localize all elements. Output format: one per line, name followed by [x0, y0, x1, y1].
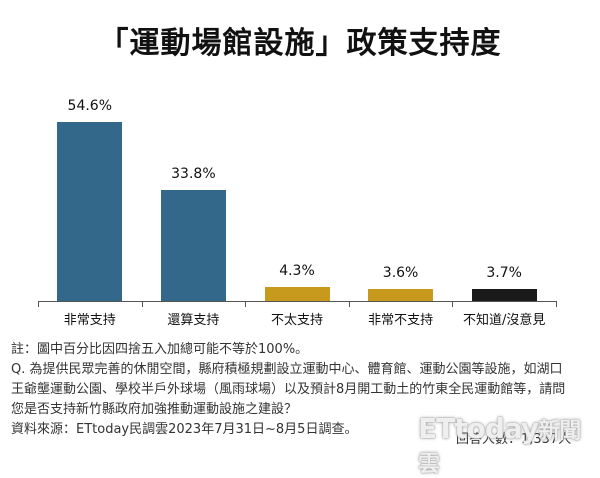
x-axis-tick [245, 301, 247, 307]
bar [57, 122, 123, 301]
x-axis-tick [452, 301, 454, 307]
bar-value-label: 54.6% [67, 98, 113, 114]
category-label: 不太支持 [270, 313, 323, 328]
rounding-note: 註：圖中百分比因四捨五入加總可能不等於100%。 [11, 342, 309, 357]
x-axis [38, 301, 556, 302]
bar [160, 190, 226, 301]
source-note: 資料來源：ETtoday民調雲2023年7月31日~8月5日調查。 [11, 422, 358, 437]
bar [368, 289, 434, 301]
x-axis-tick [556, 301, 557, 307]
question-line-2: 王爺壟運動公園、學校半戶外球場（風雨球場）以及預計8月開工動土的竹東全民運動館等… [11, 382, 566, 397]
chart-notes: 註：圖中百分比因四捨五入加總可能不等於100%。 Q. 為提供民眾完善的休閒空間… [11, 340, 600, 440]
category-label: 非常支持 [63, 313, 116, 328]
bar [264, 286, 330, 301]
bar-value-label: 3.6% [382, 265, 419, 282]
question-line-1: Q. 為提供民眾完善的休閒空間，縣府積極規劃設立運動中心、體育館、運動公園等設施… [11, 362, 563, 377]
x-axis-tick [141, 301, 143, 307]
category-label: 還算支持 [167, 313, 220, 328]
ettoday-watermark: ETtoday新聞雲 [418, 412, 600, 478]
watermark-brand: ETtoday [418, 412, 539, 445]
question-line-3: 您是否支持新竹縣政府加強推動運動設施之建設？ [11, 402, 298, 417]
category-label: 非常不支持 [368, 313, 434, 328]
chart-title: 「運動場館設施」政策支持度 [98, 26, 502, 61]
respondent-count: 回答人數：1,337人 [456, 432, 572, 447]
category-label: 不知道/沒意見 [462, 313, 546, 328]
bar-chart: 54.6% 非常支持 33.8% 還算支持 4.3% 不太支持 3.6% 非常不支持 3.7% 不… [38, 98, 557, 328]
bar-value-label: 4.3% [279, 262, 315, 279]
bar [471, 288, 537, 301]
bar-value-label: 33.8% [171, 166, 216, 183]
x-axis-tick [348, 301, 350, 307]
x-axis-tick [38, 301, 39, 307]
bar-value-label: 3.7% [486, 264, 522, 281]
